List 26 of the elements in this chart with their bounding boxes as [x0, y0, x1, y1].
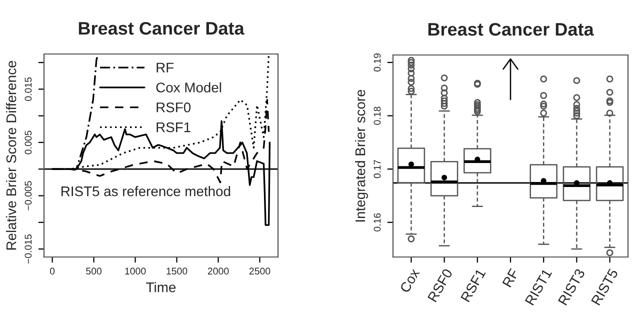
y-tick-label: −0.015 — [24, 234, 32, 264]
x-tick-label: 1500 — [166, 268, 188, 275]
chart-title: Breast Cancer Data — [428, 22, 594, 36]
chart-title: Breast Cancer Data — [78, 22, 244, 35]
y-tick-label: −0.005 — [24, 181, 32, 210]
y-tick-label: 0.005 — [24, 130, 32, 154]
x-tick-label: 1000 — [125, 268, 146, 275]
y-tick-label: 0.18 — [374, 106, 381, 125]
x-tick-label: RF — [502, 268, 519, 288]
x-tick-label: 0 — [50, 268, 55, 275]
legend-label: Cox Model — [156, 82, 222, 92]
legend-label: RSF0 — [156, 102, 191, 112]
x-tick-label: 2000 — [208, 268, 229, 275]
legend-label: RSF1 — [156, 122, 190, 132]
y-axis-title: Relative Brier Score Difference — [6, 60, 16, 250]
y-tick-label: 0.17 — [374, 160, 381, 178]
annotation: RIST5 as reference method — [62, 186, 230, 196]
y-axis-title: Integrated Brier score — [355, 90, 368, 222]
y-tick-label: 0.16 — [374, 213, 381, 232]
x-tick-label: 2500 — [249, 268, 270, 275]
legend-label: RF — [156, 62, 174, 72]
x-tick-label: Cox — [400, 268, 420, 294]
y-tick-label: 0.19 — [374, 53, 381, 72]
x-axis-title: Time — [146, 282, 176, 292]
y-tick-label: 0.015 — [24, 77, 32, 101]
x-tick-label: 500 — [86, 268, 102, 275]
